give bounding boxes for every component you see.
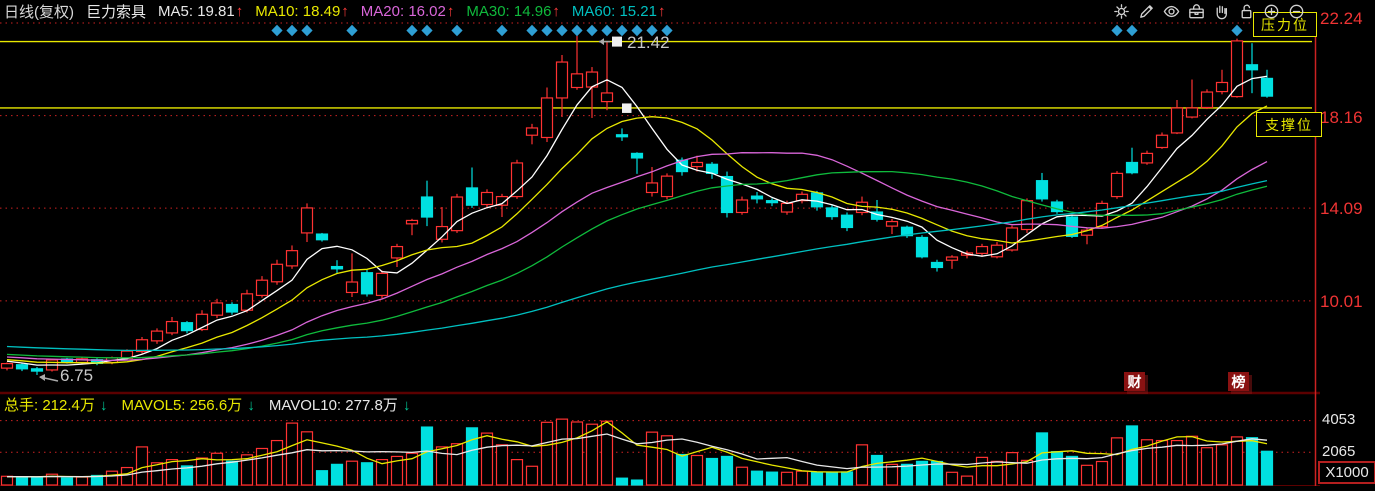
draw-pen-icon[interactable]: [1137, 2, 1156, 21]
ma10-legend: MA10: 18.49 ↑: [255, 3, 349, 20]
resistance-level-tag: 压力位: [1253, 12, 1317, 37]
mavol5-legend: MAVOL5: 256.6万 ↓: [122, 394, 255, 415]
chart-toolbar: [1112, 2, 1306, 21]
low-price-annotation: 6.75: [60, 366, 94, 385]
zoom-in-icon[interactable]: [1262, 2, 1281, 21]
ma60-label: MA60: 15.21: [571, 2, 657, 20]
ma60-up-arrow-icon: ↑: [657, 2, 666, 20]
ma30-label: MA30: 14.96: [466, 2, 552, 20]
ma5-legend: MA5: 19.81 ↑: [158, 3, 243, 20]
ranking-badge[interactable]: 榜: [1228, 372, 1249, 391]
ma5-up-arrow-icon: ↑: [235, 2, 244, 20]
price-axis-label-4: 10.01: [1320, 292, 1363, 311]
ma10-up-arrow-icon: ↑: [341, 2, 349, 20]
price-axis-label-3: 14.09: [1320, 199, 1363, 218]
zoom-out-icon[interactable]: [1287, 2, 1306, 21]
lock-icon[interactable]: [1237, 2, 1256, 21]
ma20-label: MA20: 16.02: [360, 2, 446, 20]
mavol10-down-arrow-icon: ↓: [402, 396, 411, 414]
mavol5-label: MAVOL5: 256.6万: [121, 396, 243, 414]
ma60-legend: MA60: 15.21 ↑: [572, 3, 666, 20]
support-level-tag: 支撑位: [1256, 112, 1322, 137]
eye-icon[interactable]: [1162, 2, 1181, 21]
chart-header: 日线(复权) 巨力索具 MA5: 19.81 ↑ MA10: 18.49 ↑ M…: [4, 1, 665, 21]
mavol5-down-arrow-icon: ↓: [247, 396, 255, 414]
pan-hand-icon[interactable]: [1212, 2, 1231, 21]
finance-badge[interactable]: 财: [1124, 372, 1145, 391]
total-volume-legend: 总手: 212.4万 ↓: [4, 394, 108, 415]
volume-axis-label-2: 2065: [1322, 443, 1356, 460]
ma30-up-arrow-icon: ↑: [552, 2, 560, 20]
ma5-label: MA5: 19.81: [158, 2, 235, 20]
price-axis-label-1: 22.24: [1320, 9, 1363, 28]
mavol10-label: MAVOL10: 277.8万: [268, 396, 398, 414]
ma20-legend: MA20: 16.02 ↑: [361, 3, 455, 20]
period-label[interactable]: 日线(复权): [4, 3, 74, 21]
ma20-up-arrow-icon: ↑: [446, 2, 455, 20]
volume-axis-label-1: 4053: [1322, 411, 1356, 428]
settings-gear-icon[interactable]: [1112, 2, 1131, 21]
total-volume-label: 总手: 212.4万: [4, 396, 95, 414]
ma30-legend: MA30: 14.96 ↑: [466, 3, 560, 20]
mavol10-legend: MAVOL10: 277.8万 ↓: [269, 394, 411, 415]
volume-down-arrow-icon: ↓: [100, 396, 108, 414]
toolbox-icon[interactable]: [1187, 2, 1206, 21]
volume-header: 总手: 212.4万 ↓ MAVOL5: 256.6万 ↓ MAVOL10: 2…: [4, 394, 411, 415]
ma10-label: MA10: 18.49: [255, 2, 341, 20]
peak-price-annotation: 21.42: [627, 33, 670, 52]
volume-unit-tag: X1000: [1318, 461, 1375, 484]
symbol-name[interactable]: 巨力索具: [86, 3, 147, 21]
price-axis-label-2: 18.16: [1320, 108, 1363, 127]
